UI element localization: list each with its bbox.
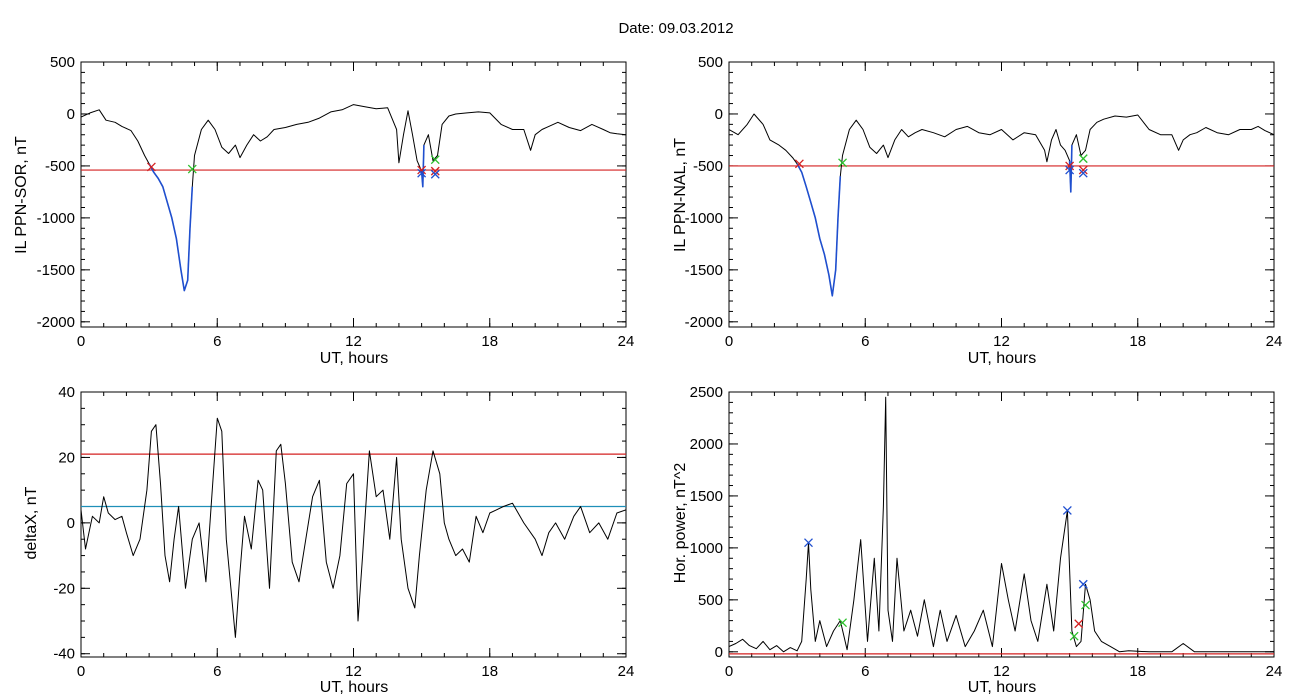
- panel-il-sor-y-tick-label: -1500: [37, 262, 75, 279]
- panel-il-sor-xlabel: UT, hours: [320, 350, 388, 367]
- panel-il-nal-y-tick-label: -1000: [685, 210, 723, 227]
- panel-deltax-x-tick-label: 24: [618, 663, 635, 680]
- panel-il-sor-x-tick-label: 24: [618, 333, 635, 350]
- panel-hor-power-cross-marker-0: [804, 538, 813, 548]
- panel-hor-power-y-tick-label: 1500: [690, 488, 723, 505]
- panel-hor-power-cross-marker-3: [1069, 631, 1079, 641]
- panel-il-nal-y-tick-label: 0: [715, 106, 723, 123]
- panel-il-nal-cross-marker-3: [1065, 165, 1075, 175]
- panel-deltax-ylabel: deltaX, nT: [23, 486, 40, 559]
- panel-il-sor-cross-marker-6: [430, 169, 440, 179]
- panel-il-nal-x-tick-label: 12: [993, 333, 1010, 350]
- panel-il-sor-series-line-2: [420, 145, 425, 188]
- panel-deltax-y-tick-label: -20: [53, 580, 75, 597]
- panel-deltax-y-tick-label: 40: [58, 384, 75, 401]
- panel-hor-power-y-tick-label: 2500: [690, 384, 723, 401]
- panel-deltax-series-line-0: [81, 417, 626, 638]
- panel-il-sor-cross-marker-2: [417, 165, 427, 175]
- panel-hor-power-y-tick-label: 2000: [690, 436, 723, 453]
- panel-il-sor-y-tick-label: -500: [45, 158, 75, 175]
- panel-hor-power-x-tick-label: 0: [725, 663, 733, 680]
- panel-il-nal-y-tick-label: 500: [698, 54, 723, 71]
- panel-hor-power-cross-marker-4: [1074, 619, 1084, 629]
- panel-il-nal-x-tick-label: 6: [861, 333, 869, 350]
- panel-hor-power-plot: 0 6 12 18 24 2500 2000 1500 1000 500 0: [690, 384, 1283, 680]
- panel-hor-power-series-line-0: [729, 396, 1274, 653]
- panel-hor-power: UT, hours Hor. power, nT^2: [672, 463, 1036, 696]
- panel-hor-power-frame: [728, 391, 1275, 658]
- panel-deltax: UT, hours deltaX, nT: [23, 486, 388, 696]
- panel-hor-power-y-tick-label: 500: [698, 592, 723, 609]
- panel-il-nal-cross-marker-1: [838, 158, 848, 168]
- panel-il-sor-x-tick-label: 6: [213, 333, 221, 350]
- panel-deltax-x-tick-label: 12: [345, 663, 362, 680]
- panel-il-nal-series-line-1: [796, 163, 842, 297]
- panel-il-sor-y-tick-label: 500: [50, 54, 75, 71]
- panel-il-sor-y-tick-label: -2000: [37, 314, 75, 331]
- panel-deltax-x-tick-label: 6: [213, 663, 221, 680]
- panel-il-nal-cross-marker-6: [1078, 168, 1088, 178]
- panel-il-sor-x-tick-label: 0: [77, 333, 85, 350]
- panel-deltax-plot: 0 6 12 18 24 40 20 0 -20 -40: [53, 384, 634, 680]
- panel-il-nal-y-tick-label: -500: [693, 158, 723, 175]
- panel-il-nal-y-tick-label: -1500: [685, 262, 723, 279]
- panel-il-nal-cross-marker-0: [794, 159, 804, 169]
- panel-deltax-x-tick-label: 18: [481, 663, 498, 680]
- panel-hor-power-x-tick-label: 12: [993, 663, 1010, 680]
- panel-il-sor-y-tick-label: -1000: [37, 210, 75, 227]
- panel-hor-power-cross-marker-5: [1078, 579, 1088, 589]
- panel-hor-power-x-tick-label: 18: [1129, 663, 1146, 680]
- panel-il-sor-x-tick-label: 18: [481, 333, 498, 350]
- panel-il-sor-cross-marker-1: [187, 164, 197, 174]
- panel-hor-power-x-tick-label: 6: [861, 663, 869, 680]
- panel-il-sor-cross-marker-4: [430, 155, 440, 165]
- panel-hor-power-cross-marker-2: [1062, 506, 1072, 515]
- panel-il-sor-ylabel: IL PPN-SOR, nT: [13, 136, 30, 254]
- panel-hor-power-xlabel: UT, hours: [968, 679, 1036, 696]
- panel-deltax-y-tick-label: 0: [67, 515, 75, 532]
- panel-il-sor-cross-marker-5: [430, 166, 440, 176]
- panel-il-sor-cross-marker-0: [146, 162, 156, 172]
- panel-il-nal-cross-marker-2: [1065, 161, 1075, 171]
- panel-deltax-xlabel: UT, hours: [320, 679, 388, 696]
- panel-hor-power-cross-marker-1: [838, 618, 848, 628]
- panel-il-sor-x-tick-label: 12: [345, 333, 362, 350]
- panel-hor-power-y-tick-label: 0: [715, 644, 723, 661]
- panel-deltax-x-tick-label: 0: [77, 663, 85, 680]
- panel-il-sor-cross-marker-3: [417, 168, 427, 178]
- figure-title: Date: 09.03.2012: [618, 20, 733, 37]
- panel-deltax-y-tick-label: -40: [53, 646, 75, 663]
- panel-il-nal-cross-marker-5: [1078, 165, 1088, 175]
- panel-il-sor-frame: [80, 61, 627, 328]
- panel-il-nal: UT, hours IL PPN-NAL, nT: [672, 138, 1036, 367]
- panel-il-nal-y-tick-label: -2000: [685, 314, 723, 331]
- panel-il-sor-series-line-1: [148, 163, 194, 292]
- panel-hor-power-ylabel: Hor. power, nT^2: [672, 463, 689, 584]
- panel-il-nal-x-tick-label: 0: [725, 333, 733, 350]
- panel-il-sor-plot: 0 6 12 18 24 500 0 -500 -1000 -1500 -2000: [37, 54, 635, 350]
- panel-il-nal-x-tick-label: 18: [1129, 333, 1146, 350]
- panel-hor-power-y-tick-label: 1000: [690, 540, 723, 557]
- panel-il-sor: UT, hours IL PPN-SOR, nT: [13, 136, 388, 367]
- panel-il-nal-cross-marker-4: [1078, 154, 1088, 164]
- panel-il-nal-ylabel: IL PPN-NAL, nT: [672, 138, 689, 252]
- panel-il-sor-series-line-0: [81, 104, 626, 292]
- panel-il-nal-xlabel: UT, hours: [968, 350, 1036, 367]
- panel-il-sor-y-tick-label: 0: [67, 106, 75, 123]
- panel-deltax-y-tick-label: 20: [58, 449, 75, 466]
- panel-hor-power-cross-marker-6: [1081, 600, 1090, 610]
- panel-il-nal-plot: 0 6 12 18 24 500 0 -500 -1000 -1500 -2000: [685, 54, 1283, 350]
- panel-il-nal-x-tick-label: 24: [1266, 333, 1283, 350]
- panel-hor-power-x-tick-label: 24: [1266, 663, 1283, 680]
- panel-il-nal-frame: [728, 61, 1275, 328]
